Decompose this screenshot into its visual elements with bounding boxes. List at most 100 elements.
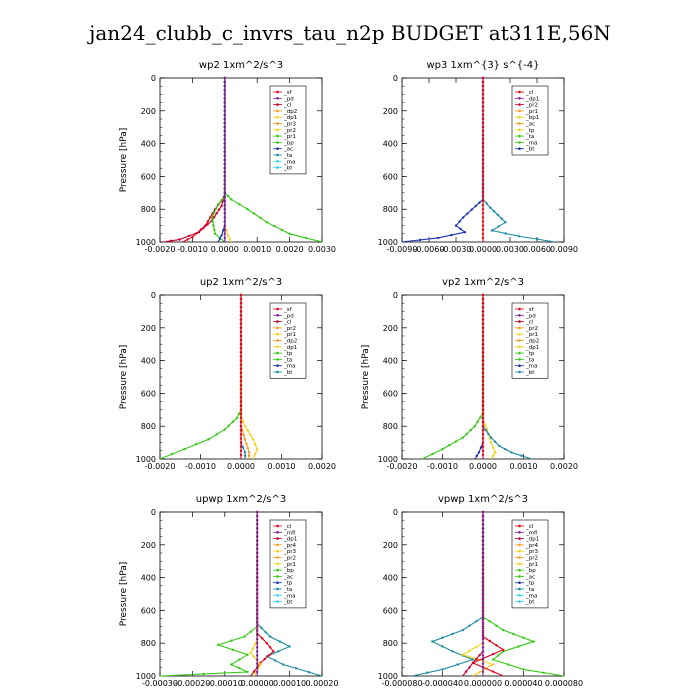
legend-entry: _cl: [283, 103, 292, 109]
series-marker: [226, 234, 230, 237]
panel-title: up2 1xm^2/s^3: [200, 277, 282, 288]
legend-marker: [518, 147, 521, 150]
series-marker: [481, 297, 485, 301]
series-marker: [498, 444, 501, 448]
series-marker: [481, 420, 485, 424]
series-marker: [223, 236, 226, 240]
legend-entry: _pr1: [283, 562, 296, 568]
series-marker: [481, 371, 485, 375]
ytick-label: 400: [141, 574, 156, 583]
legend-marker: [518, 326, 521, 330]
series-marker: [481, 334, 485, 338]
series-marker: [256, 448, 259, 451]
series-marker: [239, 322, 243, 325]
legend-marker: [276, 549, 279, 553]
legend-entry: _dp1: [525, 537, 539, 543]
legend-marker: [276, 314, 279, 317]
series-marker: [481, 85, 485, 88]
series-marker: [474, 204, 477, 208]
series-marker: [223, 179, 226, 182]
legend-entry: _pd: [525, 313, 536, 319]
legend-marker: [276, 147, 279, 150]
series-marker: [470, 208, 473, 211]
series-marker: [239, 371, 243, 375]
legend-marker: [276, 537, 279, 540]
legend-entry: _cl: [283, 320, 292, 326]
xtick-label: 0.00000: [241, 679, 274, 688]
series-marker: [218, 237, 222, 240]
series-marker: [489, 441, 493, 444]
series-marker: [223, 113, 226, 117]
series-marker: [254, 452, 257, 456]
ytick-label: 1000: [136, 238, 156, 247]
series-marker: [481, 113, 485, 117]
series-marker: [481, 97, 485, 100]
series-marker: [256, 584, 259, 587]
series-marker: [481, 412, 485, 416]
series-marker: [481, 236, 485, 240]
series-marker: [481, 388, 485, 391]
series-marker: [239, 297, 243, 301]
series-marker: [256, 564, 259, 567]
series-marker: [488, 620, 491, 623]
legend-entry: _ma: [525, 593, 537, 599]
series-marker: [256, 605, 259, 608]
series-marker: [481, 658, 485, 661]
series-marker: [277, 650, 280, 653]
legend-marker: [276, 339, 279, 342]
series-marker: [223, 93, 226, 96]
xtick-label: -0.00020: [174, 679, 210, 688]
series-line-pr1: [182, 78, 226, 243]
series-marker: [481, 384, 485, 387]
series-marker: [481, 208, 485, 211]
series-marker: [466, 212, 469, 215]
legend-marker: [276, 90, 279, 94]
legend-entry: _pr2: [525, 103, 538, 109]
series-marker: [481, 80, 485, 84]
series-marker: [230, 198, 233, 201]
series-marker: [227, 424, 231, 427]
series-line-dp1: [163, 78, 226, 243]
legend-marker: [518, 103, 521, 106]
series-marker: [211, 220, 214, 223]
series-marker: [246, 429, 249, 432]
series-marker: [256, 555, 259, 559]
series-marker: [481, 126, 485, 129]
legend-marker: [276, 320, 279, 323]
legend-entry: _bp: [283, 140, 294, 146]
series-marker: [441, 645, 444, 648]
xtick-label: 0.0000: [469, 245, 497, 254]
xtick-label: -0.000080: [381, 679, 422, 688]
legend-entry: _pr3: [283, 122, 297, 128]
series-marker: [481, 523, 485, 526]
series-marker: [468, 649, 471, 653]
ytick-label: 400: [141, 357, 156, 366]
series-marker: [481, 650, 485, 653]
series-marker: [239, 425, 243, 428]
legend-marker: [276, 153, 279, 157]
legend-marker: [518, 575, 521, 578]
series-marker: [481, 441, 485, 444]
legend-entry: _pr3: [525, 549, 539, 555]
ytick-label: 400: [383, 574, 398, 583]
series-marker: [481, 416, 485, 420]
series-marker: [223, 158, 226, 162]
y-axis-label: Pressure [hPa]: [119, 128, 129, 193]
series-marker: [188, 234, 191, 237]
legend-entry: _dp1: [283, 537, 297, 543]
panel-title: vp2 1xm^2/s^3: [442, 277, 524, 288]
series-marker: [239, 355, 243, 358]
legend-marker: [518, 115, 521, 119]
xtick-label: 0.0010: [510, 462, 538, 471]
series-marker: [239, 400, 243, 403]
series-marker: [256, 633, 259, 637]
series-marker: [256, 539, 259, 542]
series-marker: [532, 640, 535, 643]
legend-marker: [276, 531, 279, 534]
series-marker: [481, 449, 485, 452]
series-marker: [230, 639, 233, 642]
series-marker: [481, 130, 485, 133]
series-marker: [223, 220, 226, 223]
series-marker: [223, 150, 226, 153]
